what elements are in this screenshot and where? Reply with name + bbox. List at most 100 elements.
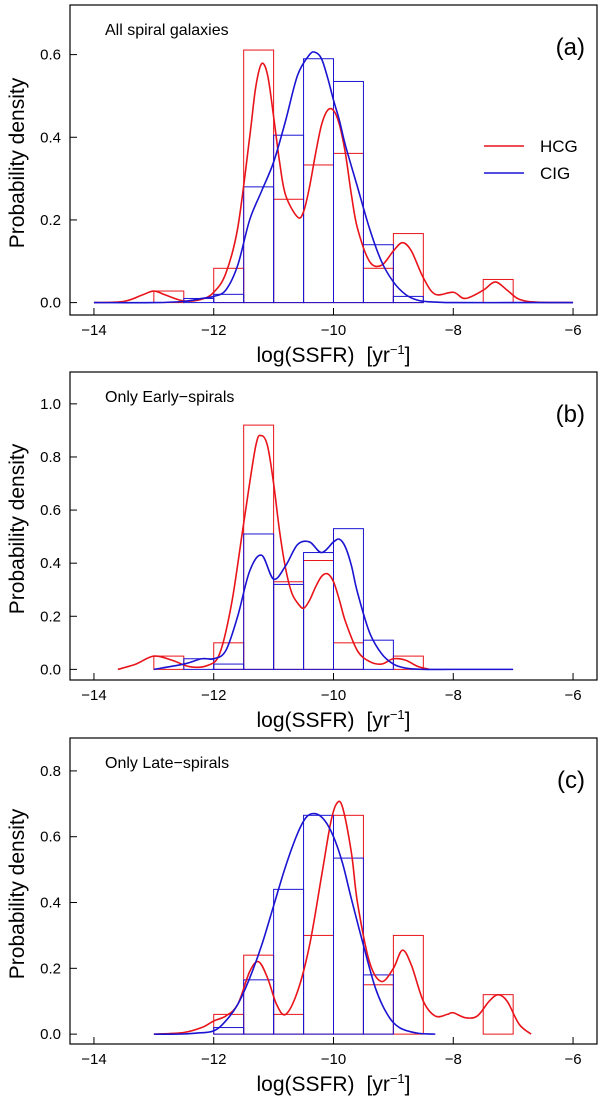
tick-marks [70,54,574,315]
y-tick-label: 0.4 [40,895,61,912]
panel-all-spirals: −14 −12 −10 −8 −6 0.0 0.2 0.4 0.6 All spiral ga… [6,4,598,367]
x-unit-exp: −1 [390,342,405,357]
hist-bar-hcg [303,164,335,304]
x-tick-label: −12 [201,1051,226,1068]
annotation-text: All spiral galaxies [105,22,229,39]
x-tick-label: −14 [81,322,106,339]
x-label-main: log(SSFR) [256,344,354,367]
hist-bar-cig [243,186,275,304]
tick-marks [70,403,574,680]
x-tick-label: −6 [564,1051,581,1068]
y-tick-label: 0.2 [40,960,61,977]
y-tick-label: 0.6 [40,829,61,846]
legend-hcg-label: HCG [540,137,578,156]
density-curve-cig [153,812,436,1036]
hist-bar-hcg [273,1013,305,1035]
plot-area [93,49,574,304]
y-tick-label: 0.6 [40,502,61,519]
hist-bar-cig [273,583,305,670]
histogram-hcg [153,424,424,670]
hist-bar-hcg [273,198,305,304]
x-tick-label: −6 [564,322,581,339]
annotation-text: Only Early−spirals [105,389,234,406]
x-tick-label: −14 [81,687,106,704]
hist-bar-cig [213,663,245,670]
density-curve-cig [93,51,574,304]
x-label-main: log(SSFR) [256,709,354,732]
y-axis-label: Probability density [6,77,29,248]
hist-bar-cig [333,528,364,670]
x-tick-label: −10 [321,322,346,339]
panel-label: (c) [557,767,585,794]
density-curve-hcg [153,800,532,1035]
hist-bar-hcg [243,954,275,1035]
x-tick-labels: −14 −12 −10 −8 −6 [81,1051,581,1068]
x-tick-label: −10 [321,687,346,704]
legend: HCG CIG [484,137,578,183]
hist-bar-hcg [333,642,364,670]
x-tick-label: −14 [81,1051,106,1068]
y-tick-label: 0.0 [40,1026,61,1043]
panel-label: (b) [556,401,585,428]
plot-area [153,800,532,1036]
x-label-main: log(SSFR) [256,1073,354,1096]
annotation-text: Only Late−spirals [105,755,229,772]
y-tick-label: 0.0 [40,661,61,678]
y-tick-label: 0.8 [40,763,61,780]
hist-bar-cig [303,814,335,1035]
histogram-cig [183,58,424,304]
hist-bar-hcg [482,994,514,1035]
hist-bar-hcg [392,934,424,1035]
y-tick-label: 0.2 [40,212,61,229]
y-tick-label: 0.4 [40,129,61,146]
y-tick-label: 0.6 [40,47,61,64]
legend-cig-label: CIG [540,164,570,183]
x-axis-label: log(SSFR) [yr−1] [256,707,410,732]
x-tick-label: −12 [201,687,226,704]
y-tick-label: 0.2 [40,608,61,625]
hist-bar-cig [362,244,394,304]
x-unit-base: yr [372,709,390,732]
y-tick-labels: 0.0 0.2 0.4 0.6 0.8 1.0 [40,396,61,679]
x-axis-label: log(SSFR) [yr−1] [256,342,410,367]
panel-early-spirals: −14 −12 −10 −8 −6 0.0 0.2 0.4 0.6 0.8 1.0 Only Ea… [6,371,598,732]
histogram-cig [213,814,394,1035]
x-unit-exp: −1 [390,1071,405,1086]
y-tick-labels: 0.0 0.2 0.4 0.6 [40,47,61,312]
hist-bar-cig [303,552,335,670]
x-tick-label: −8 [445,322,462,339]
hist-bar-cig [362,639,394,670]
y-tick-label: 0.8 [40,449,61,466]
hist-bar-cig [243,533,275,670]
hist-bar-cig [273,134,305,304]
hist-bar-hcg [273,581,305,670]
hist-bar-cig [333,80,364,304]
histogram-cig [183,528,394,670]
y-tick-label: 0.0 [40,295,61,312]
y-tick-label: 0.4 [40,555,61,572]
x-tick-label: −8 [445,1051,462,1068]
density-curve-hcg [117,434,430,671]
y-axis-label: Probability density [6,443,29,614]
plot-area [117,424,514,671]
x-unit-base: yr [372,344,390,367]
x-tick-label: −8 [445,687,462,704]
x-unit-exp: −1 [390,707,405,722]
x-tick-label: −10 [321,1051,346,1068]
density-curve-hcg [93,62,574,304]
y-tick-labels: 0.0 0.2 0.4 0.6 0.8 [40,763,61,1043]
tick-marks [70,770,574,1044]
y-tick-label: 1.0 [40,396,61,413]
hist-bar-hcg [303,560,335,670]
panel-label: (a) [556,34,585,61]
hist-bar-cig [392,295,424,304]
x-tick-labels: −14 −12 −10 −8 −6 [81,687,581,704]
x-axis-label: log(SSFR) [yr−1] [256,1071,410,1096]
panel-late-spirals: −14 −12 −10 −8 −6 0.0 0.2 0.4 0.6 0.8 Only Late−… [6,737,598,1096]
x-tick-labels: −14 −12 −10 −8 −6 [81,322,581,339]
density-curve-cig [153,538,514,671]
hist-bar-cig [362,974,394,1035]
hist-bar-hcg [243,424,275,670]
y-axis-label: Probability density [6,808,29,979]
